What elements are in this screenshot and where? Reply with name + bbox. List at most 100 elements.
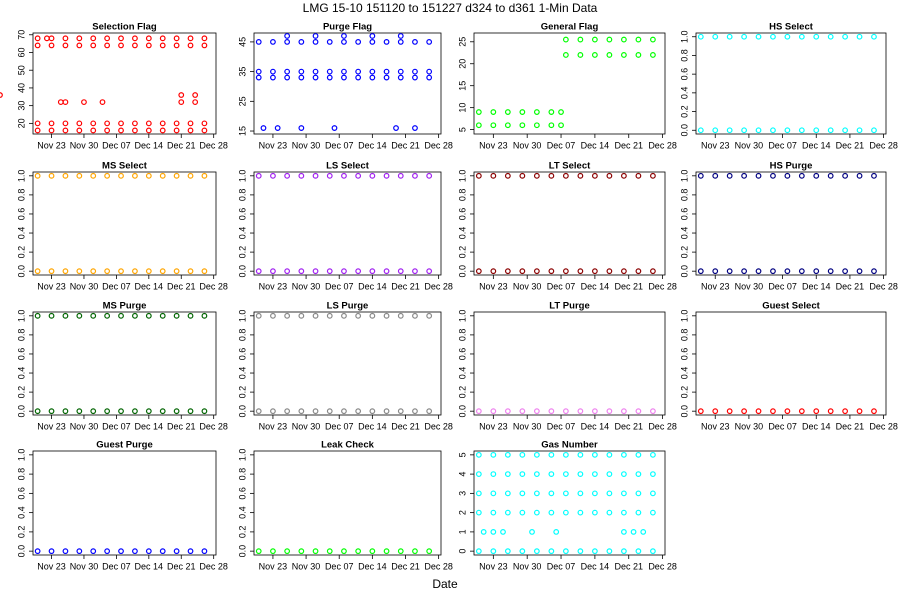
point: [697, 33, 704, 40]
point: [90, 42, 97, 49]
point: [620, 36, 627, 43]
point: [741, 268, 748, 275]
point: [145, 42, 152, 49]
point: [48, 548, 55, 555]
y-tick-label: 0.0: [237, 405, 247, 418]
y-tick-label: 0.4: [679, 367, 689, 380]
point: [827, 408, 834, 415]
point: [755, 33, 762, 40]
x-tick-label: Dec 28: [869, 421, 898, 431]
point: [620, 509, 627, 516]
x-tick-label: Dec 21: [167, 140, 196, 150]
y-tick-label: 30: [16, 101, 26, 111]
y-tick-label: 1.0: [16, 310, 26, 323]
point: [76, 35, 83, 42]
point: [104, 172, 111, 179]
point: [548, 548, 555, 555]
point: [0, 92, 3, 98]
y-tick-label: 1.0: [679, 310, 689, 323]
point: [533, 490, 540, 497]
point: [813, 268, 820, 275]
x-tick-label: Dec 14: [581, 281, 610, 291]
y-tick-label: 0.8: [679, 49, 689, 62]
point: [369, 68, 376, 75]
point: [475, 109, 482, 115]
point: [255, 74, 262, 81]
x-tick-label: Nov 30: [70, 281, 99, 291]
point: [145, 548, 152, 555]
point: [132, 120, 138, 127]
x-tick-label: Nov 30: [70, 561, 99, 571]
point: [159, 127, 166, 134]
y-tick-label: 2: [457, 510, 467, 515]
point: [562, 509, 569, 516]
y-tick-label: 0.4: [16, 506, 26, 519]
x-tick-label: Nov 23: [37, 140, 66, 150]
x-tick-label: Nov 23: [37, 561, 66, 571]
point: [475, 471, 482, 478]
point: [635, 509, 642, 516]
point: [533, 408, 540, 415]
point: [173, 268, 180, 275]
point: [298, 268, 305, 275]
x-tick-label: Dec 21: [836, 421, 865, 431]
point: [104, 120, 111, 127]
point: [76, 172, 83, 179]
point: [562, 172, 569, 179]
y-tick-label: 0.2: [237, 526, 247, 539]
y-tick-label: 0.6: [457, 208, 467, 221]
x-tick-label: Dec 21: [391, 561, 420, 571]
y-tick-label: 0.4: [237, 227, 247, 240]
point: [192, 99, 199, 106]
point: [548, 490, 555, 497]
point: [412, 172, 418, 179]
x-tick-label: Dec 28: [648, 561, 677, 571]
x-tick-label: Dec 07: [102, 561, 131, 571]
point: [591, 471, 598, 478]
point: [519, 172, 526, 179]
x-tick-label: Dec 14: [358, 281, 387, 291]
point: [187, 312, 194, 319]
point: [187, 268, 194, 275]
point: [650, 52, 656, 58]
point: [284, 172, 291, 179]
point: [260, 125, 267, 131]
point: [201, 408, 208, 415]
point: [104, 127, 111, 134]
point: [255, 268, 262, 275]
point: [412, 408, 418, 415]
y-tick-label: 0.2: [237, 246, 247, 259]
panel-title: Guest Purge: [96, 440, 153, 451]
point: [48, 127, 55, 134]
panel-title: Gas Number: [541, 440, 598, 451]
y-tick-label: 0.2: [457, 246, 467, 259]
point: [90, 312, 97, 319]
point: [741, 172, 748, 179]
point: [187, 172, 194, 179]
point: [475, 490, 482, 497]
point: [159, 312, 166, 319]
plot-frame: [695, 171, 887, 276]
point: [104, 408, 111, 415]
point: [490, 471, 497, 478]
point: [606, 451, 613, 458]
x-tick-label: Nov 23: [259, 140, 288, 150]
point: [533, 172, 540, 179]
point: [397, 39, 404, 45]
point: [620, 471, 627, 478]
point: [712, 127, 719, 134]
point: [813, 172, 820, 179]
point: [591, 509, 598, 516]
y-tick-label: 25: [457, 37, 467, 47]
plot-frame: [695, 311, 887, 416]
point: [533, 548, 540, 555]
y-tick-label: 1.0: [237, 449, 247, 462]
x-tick-label: Nov 30: [292, 561, 321, 571]
point: [132, 548, 138, 555]
x-tick-label: Dec 07: [325, 281, 354, 291]
point: [326, 39, 333, 45]
point: [533, 471, 540, 478]
point: [755, 268, 762, 275]
point: [650, 451, 656, 458]
point: [397, 268, 404, 275]
